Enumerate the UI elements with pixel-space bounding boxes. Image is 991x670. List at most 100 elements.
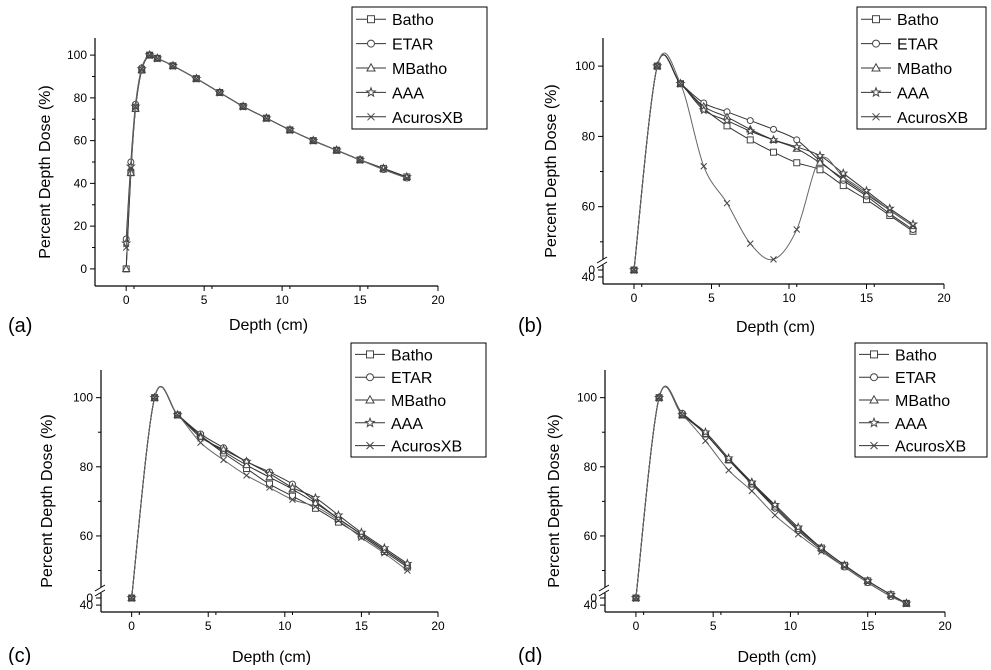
- series-acurosxb: [122, 51, 411, 251]
- y-tick-label: 0: [588, 263, 595, 277]
- marker-star: [241, 456, 252, 466]
- legend-label: Batho: [391, 347, 433, 364]
- legend-label: Batho: [392, 12, 434, 29]
- x-axis-title: Depth (cm): [229, 317, 308, 334]
- marker-triangle: [366, 62, 376, 72]
- y-tick-label: 0: [80, 262, 87, 276]
- marker-x: [839, 173, 847, 181]
- x-tick-label: 0: [123, 293, 130, 307]
- marker-x: [220, 456, 227, 464]
- marker-x: [151, 394, 158, 402]
- marker-x: [335, 517, 342, 524]
- marker-star: [700, 426, 711, 437]
- x-tick-label: 0: [633, 619, 640, 633]
- marker-x: [243, 472, 250, 479]
- x-tick-label: 10: [782, 291, 796, 305]
- marker-star: [721, 115, 733, 125]
- legend: Batho ETAR MBatho AAA AcurosXB: [856, 6, 987, 130]
- y-tick-label: 60: [584, 529, 598, 543]
- y-tick-label: 40: [74, 176, 88, 190]
- axis-break-mark: [94, 584, 106, 592]
- legend-label: MBatho: [897, 61, 952, 78]
- y-tick-label: 60: [582, 200, 596, 214]
- marker-x: [886, 206, 894, 214]
- marker-circle: [367, 39, 375, 48]
- x-tick-label: 10: [278, 619, 292, 633]
- x-tick-label: 5: [205, 619, 212, 633]
- marker-x: [632, 594, 640, 602]
- marker-x: [816, 155, 824, 163]
- marker-x: [169, 62, 177, 70]
- y-tick-label: 60: [80, 529, 94, 543]
- x-axis-title: Depth (cm): [736, 319, 815, 336]
- marker-x: [702, 437, 709, 445]
- marker-x: [381, 549, 388, 557]
- marker-x: [367, 112, 375, 121]
- marker-square: [723, 122, 731, 130]
- marker-circle: [746, 117, 754, 125]
- marker-triangle: [871, 62, 881, 72]
- legend-label: AcurosXB: [392, 110, 463, 127]
- y-tick-label: 100: [575, 59, 595, 73]
- marker-circle: [872, 39, 880, 48]
- series-acurosxb: [632, 386, 910, 607]
- panel-label: (c): [8, 645, 31, 665]
- marker-star: [814, 150, 826, 161]
- marker-x: [818, 548, 825, 555]
- legend-label: MBatho: [391, 393, 446, 410]
- legend-label: ETAR: [897, 37, 938, 54]
- legend-label: AAA: [392, 85, 424, 102]
- marker-x: [746, 240, 754, 247]
- legend-label: ETAR: [392, 37, 433, 54]
- x-tick-label: 20: [938, 619, 952, 633]
- x-tick-label: 15: [355, 619, 369, 633]
- marker-x: [870, 441, 878, 450]
- marker-x: [174, 411, 181, 419]
- marker-x: [841, 563, 848, 571]
- marker-star: [379, 542, 390, 553]
- marker-x: [770, 256, 777, 263]
- x-tick-label: 20: [431, 293, 445, 307]
- x-tick-label: 0: [631, 291, 638, 305]
- legend: Batho ETAR MBatho AAA AcurosXB: [350, 342, 487, 458]
- legend-label: AcurosXB: [391, 439, 462, 456]
- marker-x: [289, 496, 296, 503]
- marker-circle: [770, 125, 777, 133]
- marker-x: [127, 165, 135, 172]
- marker-x: [263, 114, 270, 122]
- marker-star: [310, 492, 321, 503]
- series-acurosxb: [128, 386, 411, 602]
- marker-triangle: [869, 394, 879, 404]
- marker-x: [366, 441, 374, 450]
- y-tick-label: 80: [74, 91, 88, 105]
- x-tick-label: 15: [860, 291, 874, 305]
- x-tick-label: 10: [784, 619, 798, 633]
- marker-x: [678, 411, 686, 419]
- legend-label: ETAR: [391, 370, 432, 387]
- marker-x: [146, 51, 153, 59]
- axis-break-gap: [95, 587, 107, 593]
- marker-x: [154, 54, 161, 62]
- marker-star: [698, 104, 709, 115]
- marker-star: [793, 521, 804, 532]
- marker-x: [909, 222, 917, 230]
- marker-x: [132, 103, 139, 110]
- legend-label: MBatho: [895, 393, 950, 410]
- axis-break-mark: [598, 589, 610, 597]
- marker-x: [700, 162, 708, 170]
- y-tick-label: 80: [582, 129, 596, 143]
- y-axis-title: Percent Depth Dose (%): [543, 84, 560, 257]
- marker-x: [122, 244, 130, 251]
- y-tick-label: 20: [74, 219, 88, 233]
- x-tick-label: 20: [937, 291, 951, 305]
- marker-triangle: [311, 498, 320, 507]
- y-tick-label: 0: [86, 591, 93, 605]
- series-acurosxb: [630, 52, 917, 274]
- marker-square: [870, 350, 878, 359]
- x-tick-label: 5: [708, 291, 715, 305]
- axis-break-gap: [597, 259, 609, 265]
- marker-x: [128, 594, 135, 602]
- chart-panel-d: 0 5 10 15 20 40 60 80 100 0 Depth (cm) Percent Dept…: [518, 342, 988, 667]
- axis-break-gap: [599, 587, 611, 593]
